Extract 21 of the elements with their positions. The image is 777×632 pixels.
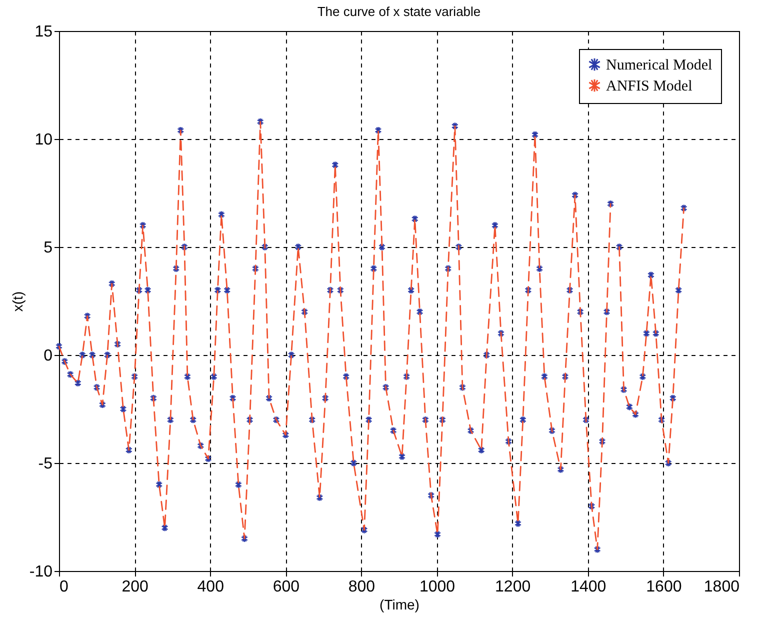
x-tick-label: 1200 [495,578,531,596]
y-tick-label: 10 [34,132,53,148]
y-axis-title: x(t) [9,291,26,312]
y-tick-label: -5 [38,456,53,472]
x-axis-title: (Time) [380,596,420,612]
y-tick-label: 5 [44,240,53,256]
x-tick-label: 0 [60,578,68,596]
x-tick-label: 600 [272,578,300,596]
x-tick-label: 400 [197,578,224,596]
x-tick-label: 1000 [419,578,456,596]
x-tick-label: 800 [348,578,376,596]
legend-label: ANFIS Model [606,78,692,94]
y-tick-label: 0 [44,348,53,364]
x-tick-label: 200 [122,578,148,596]
x-tick-label: 1800 [704,578,740,596]
x-tick-label: 1600 [646,578,682,596]
legend-label: Numerical Model [606,58,712,74]
x-tick-label: 1400 [570,578,606,596]
y-tick-label: -10 [29,564,53,580]
chart-title: The curve of x state variable [317,4,481,19]
y-tick-label: 15 [34,24,53,40]
